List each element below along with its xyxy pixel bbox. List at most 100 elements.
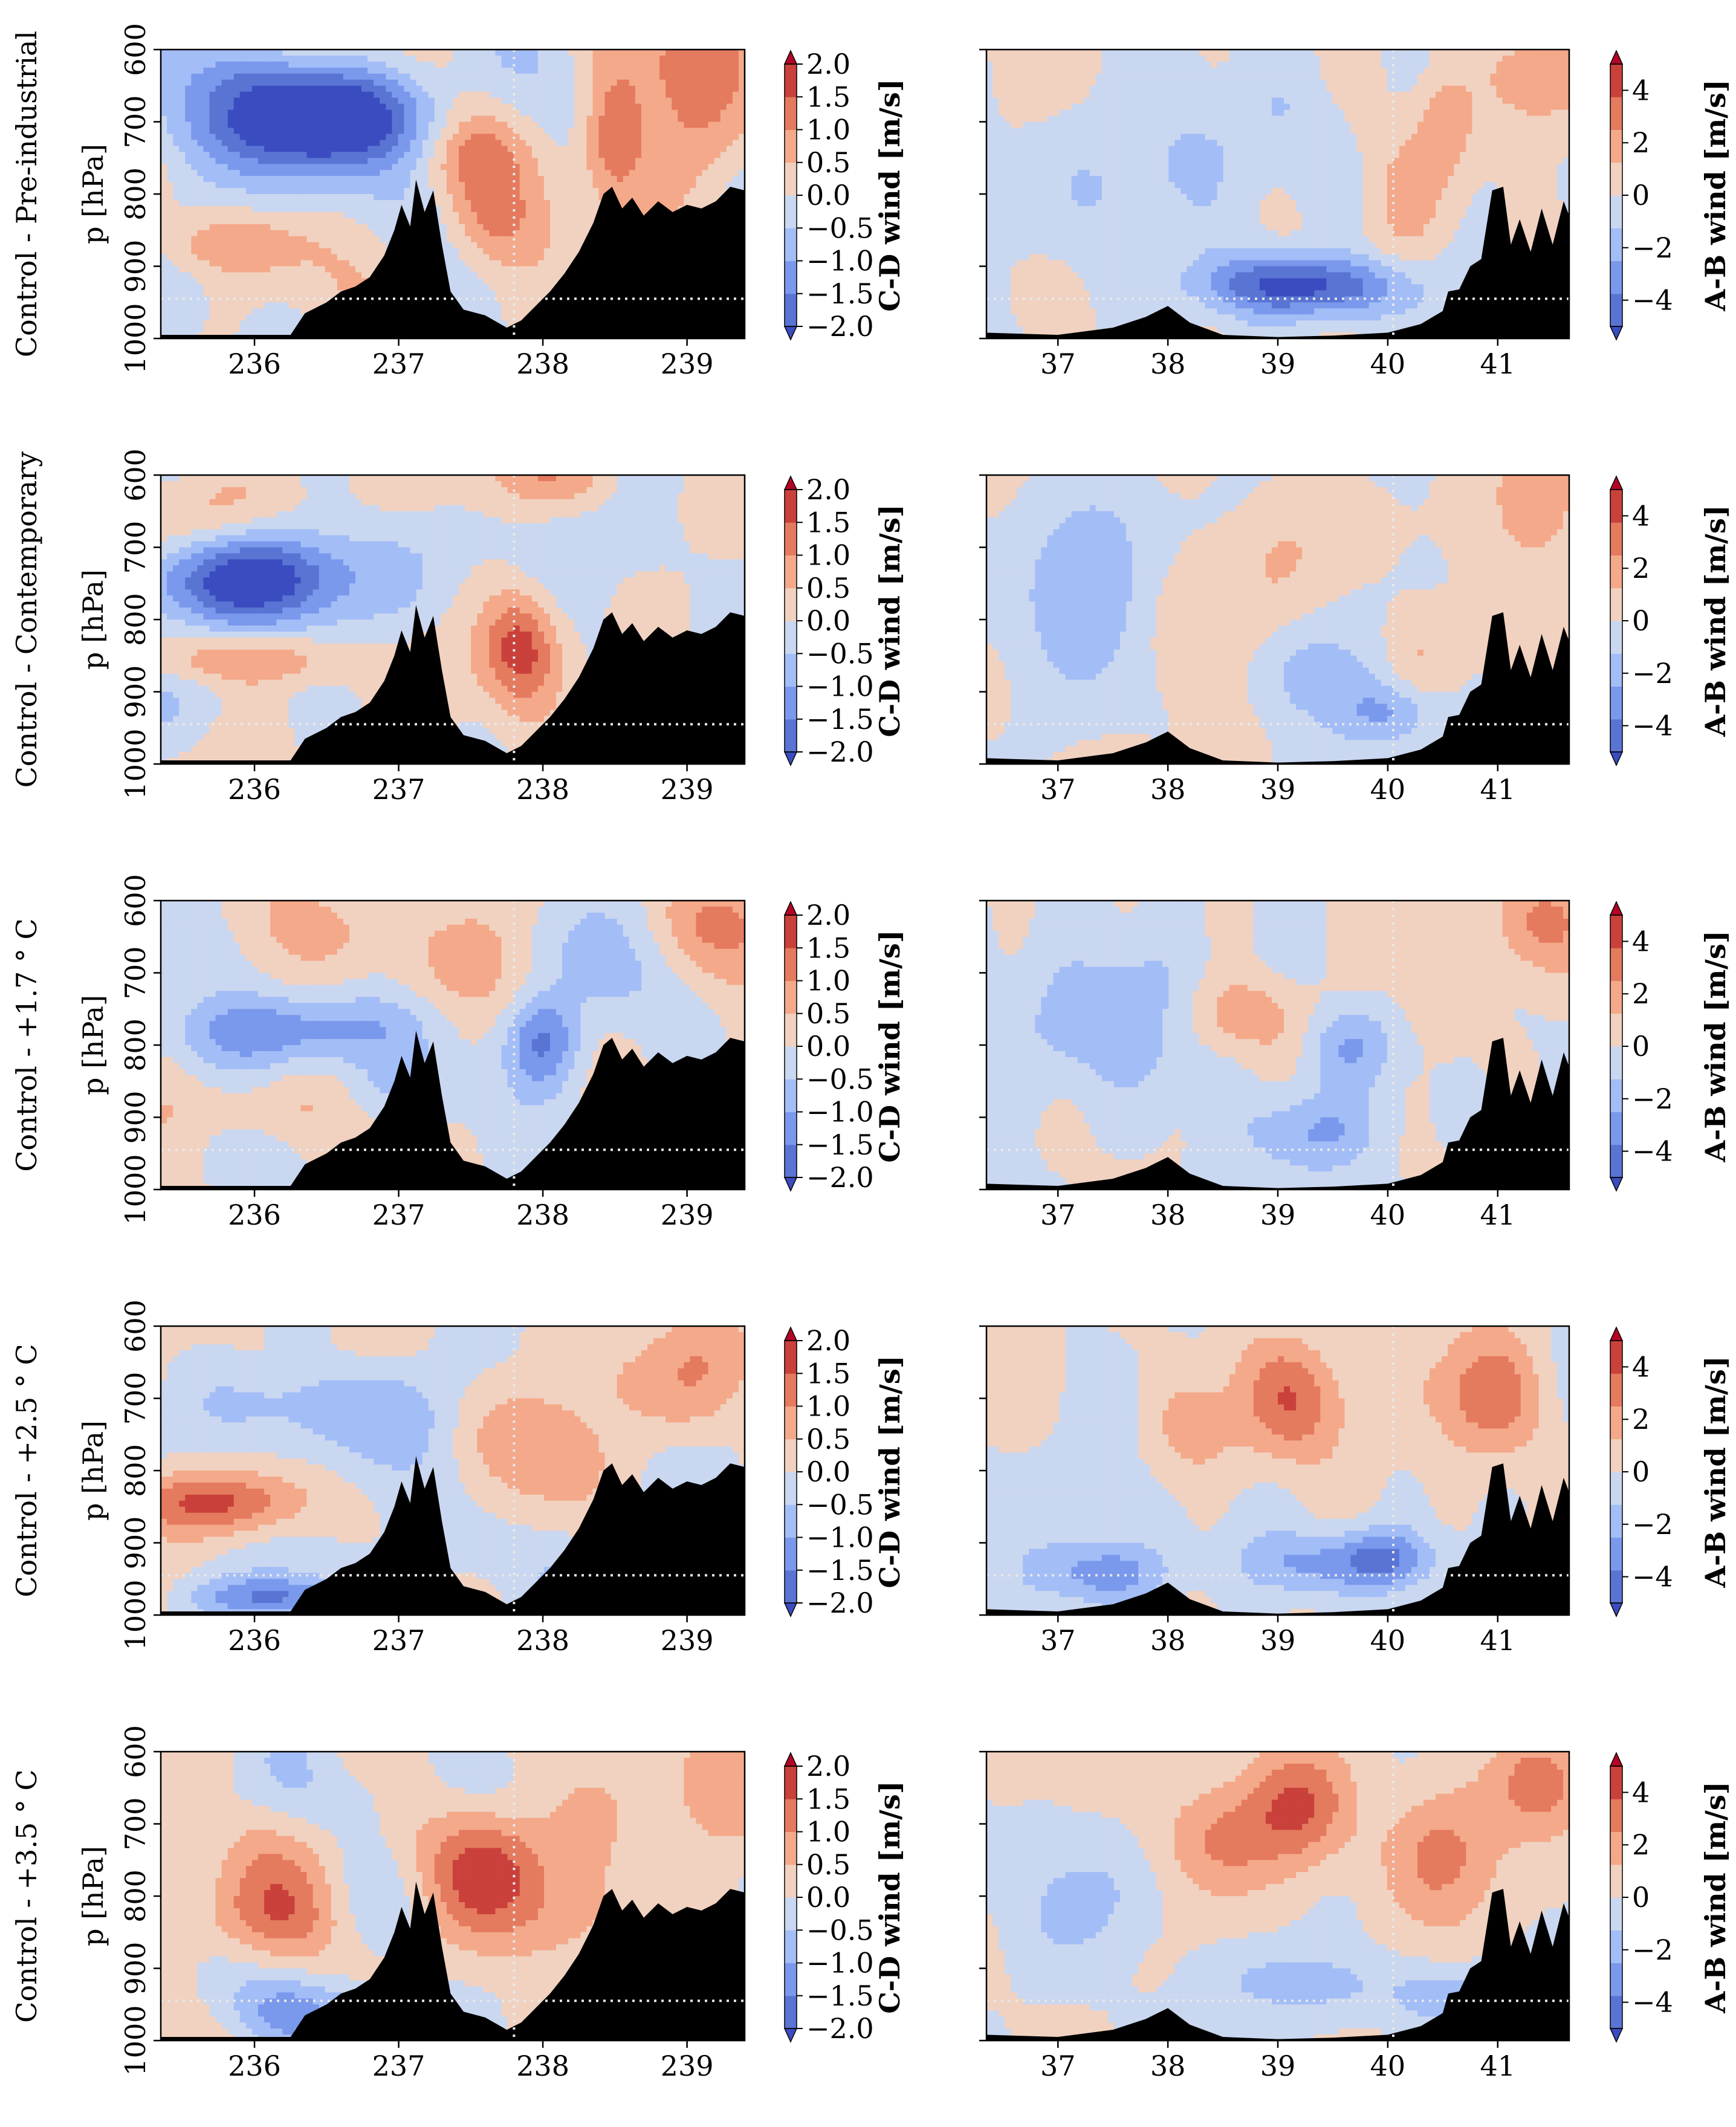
colorbar-tick-label: 1.5: [806, 1782, 850, 1815]
colorbar-tick-label: −2.0: [806, 1161, 874, 1194]
colorbar-segment: [785, 621, 797, 654]
colorbar-tick-label: 2.0: [806, 473, 850, 506]
colorbar-segment: [1610, 621, 1622, 654]
colorbar-extend-min: [785, 1177, 797, 1191]
colorbar-segment: [785, 1766, 797, 1799]
x-tick-label: 39: [1260, 773, 1296, 806]
row-label: Control - +3.5 ° C: [10, 1769, 43, 2022]
colorbar-tick-label: 0: [1632, 1030, 1650, 1063]
colorbar-tick-label: 4: [1632, 499, 1650, 532]
colorbar-segment: [785, 1996, 797, 2029]
colorbar-segment: [785, 1407, 797, 1440]
colorbar-segment: [1610, 1373, 1622, 1407]
x-tick-label: 37: [1040, 773, 1076, 806]
colorbar-segment: [785, 294, 797, 327]
y-axis-label: p [hPa]: [77, 144, 109, 244]
colorbar-extend-max: [1610, 1753, 1622, 1766]
colorbar-tick-label: 1.0: [806, 1816, 850, 1848]
colorbar-tick-label: −2: [1632, 1508, 1673, 1541]
y-tick-label: 800: [119, 167, 152, 221]
colorbar-label: C-D wind [m/s]: [873, 1355, 906, 1588]
x-tick-label: 40: [1370, 1199, 1406, 1231]
y-tick-label: 800: [119, 593, 152, 646]
colorbar-extend-max: [785, 476, 797, 490]
y-tick-label: 1000: [119, 1579, 152, 1650]
colorbar-extend-min: [1610, 2028, 1622, 2042]
colorbar-tick-label: 1.5: [806, 506, 850, 539]
colorbar-tick-label: 2.0: [806, 1750, 850, 1782]
x-tick-label: 40: [1370, 348, 1406, 380]
colorbar-segment: [1610, 1014, 1622, 1047]
colorbar-segment: [785, 1341, 797, 1374]
colorbar-extend-min: [785, 1603, 797, 1616]
y-tick-label: 700: [119, 96, 152, 149]
colorbar-segment: [785, 195, 797, 228]
colorbar-tick-label: −2: [1632, 231, 1673, 264]
colorbar-tick-label: −0.5: [806, 1488, 874, 1521]
y-tick-label: 700: [119, 1372, 152, 1425]
colorbar-segment: [785, 1538, 797, 1571]
colorbar-segment: [1610, 294, 1622, 327]
colorbar-tick-label: −2.0: [806, 1587, 874, 1619]
colorbar-segment: [1610, 588, 1622, 621]
colorbar-tick-label: −0.5: [806, 1063, 874, 1095]
colorbar-segment: [785, 1897, 797, 1931]
colorbar-left-row-3: 2.01.51.00.50.0−0.5−1.0−1.5−2.0C-D wind …: [785, 899, 906, 1194]
y-tick-label: 800: [119, 1444, 152, 1497]
colorbar-segment: [1610, 522, 1622, 555]
y-tick-label: 900: [119, 665, 152, 719]
colorbar-left-row-4: 2.01.51.00.50.0−0.5−1.0−1.5−2.0C-D wind …: [785, 1324, 906, 1619]
y-axis-label: p [hPa]: [77, 1846, 109, 1946]
x-tick-label: 236: [228, 348, 281, 380]
colorbar-right-row-4: 420−2−4 A-B wind [m/s]: [1610, 1327, 1732, 1616]
row-label: Control - +2.5 ° C: [10, 1344, 43, 1597]
colorbar-segment: [1610, 1341, 1622, 1374]
colorbar-segment: [1610, 687, 1622, 720]
y-tick-label: 600: [119, 23, 152, 76]
colorbar-segment: [1610, 1112, 1622, 1145]
colorbar-segment: [785, 555, 797, 589]
colorbar-tick-label: −0.5: [806, 212, 874, 244]
colorbar-label: A-B wind [m/s]: [1699, 505, 1732, 737]
colorbar-tick-label: −2.0: [806, 310, 874, 343]
colorbar-extend-min: [1610, 326, 1622, 340]
y-tick-label: 800: [119, 1870, 152, 1923]
colorbar-tick-label: −0.5: [806, 637, 874, 670]
colorbar-extend-max: [1610, 476, 1622, 490]
colorbar-segment: [1610, 915, 1622, 948]
y-tick-label: 800: [119, 1018, 152, 1072]
colorbar-extend-max: [785, 1327, 797, 1341]
x-tick-label: 37: [1040, 348, 1076, 380]
x-tick-label: 37: [1040, 1199, 1076, 1231]
colorbar-extend-min: [785, 326, 797, 340]
colorbar-segment: [1610, 97, 1622, 130]
colorbar-tick-label: 2.0: [806, 899, 850, 931]
colorbar-tick-label: −4: [1632, 710, 1673, 742]
colorbar-segment: [785, 1145, 797, 1178]
colorbar-tick-label: −1.0: [806, 1947, 874, 1980]
colorbar-tick-label: 0.5: [806, 997, 850, 1030]
colorbar-label: A-B wind [m/s]: [1699, 79, 1732, 311]
colorbar-extend-min: [1610, 752, 1622, 765]
x-tick-label: 39: [1260, 348, 1296, 380]
colorbar-segment: [785, 1865, 797, 1898]
x-tick-label: 238: [516, 2050, 569, 2082]
colorbar-label: A-B wind [m/s]: [1699, 930, 1732, 1162]
colorbar-segment: [1610, 1145, 1622, 1178]
colorbar-segment: [785, 1963, 797, 1996]
colorbar-segment: [1610, 1897, 1622, 1931]
colorbar-tick-label: −2: [1632, 657, 1673, 690]
x-tick-label: 38: [1150, 1624, 1186, 1657]
colorbar-segment: [785, 719, 797, 753]
colorbar-left-row-5: 2.01.51.00.50.0−0.5−1.0−1.5−2.0C-D wind …: [785, 1750, 906, 2045]
colorbar-segment: [785, 1112, 797, 1145]
x-tick-label: 41: [1480, 2050, 1516, 2082]
colorbar-segment: [785, 228, 797, 261]
y-axis-label: p [hPa]: [77, 995, 109, 1095]
colorbar-tick-label: 2: [1632, 126, 1650, 159]
colorbar-tick-label: −4: [1632, 1135, 1673, 1168]
colorbar-extend-min: [1610, 1603, 1622, 1616]
colorbar-tick-label: −2: [1632, 1934, 1673, 1966]
x-tick-label: 237: [372, 348, 426, 380]
